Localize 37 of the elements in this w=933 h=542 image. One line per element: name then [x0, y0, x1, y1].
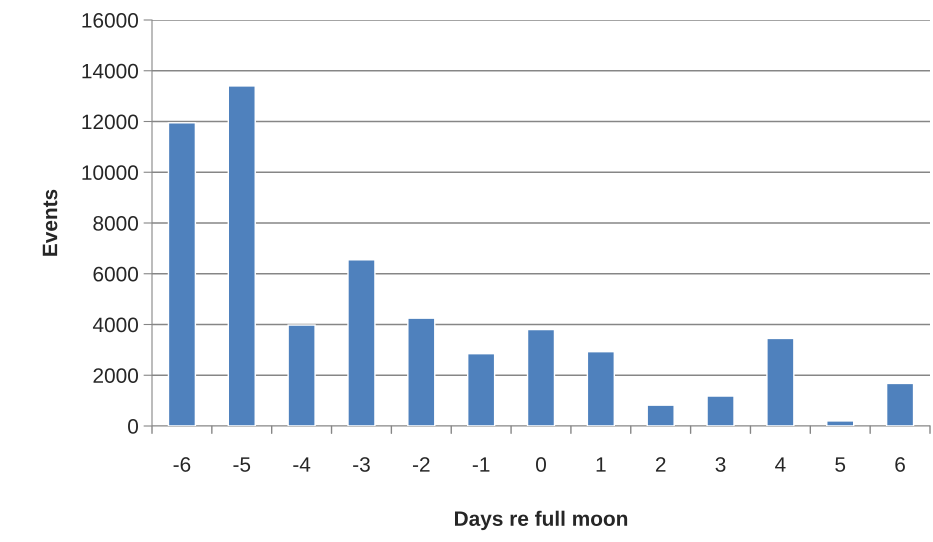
bar — [407, 317, 436, 426]
x-tick-label: 6 — [895, 457, 905, 472]
x-tick-label: 5 — [835, 457, 846, 472]
bar — [886, 382, 914, 426]
y-tick-label: 2000 — [94, 368, 138, 384]
y-tick-label: 10000 — [82, 165, 138, 180]
x-tick-label: 2 — [656, 457, 666, 472]
bar — [526, 328, 556, 426]
bar — [706, 395, 735, 426]
x-tick-label: -2 — [412, 457, 430, 472]
y-tick-label: 12000 — [82, 114, 138, 130]
x-tick-label: -3 — [353, 457, 370, 472]
bar — [646, 404, 675, 426]
x-tick-label: 1 — [596, 457, 606, 472]
bar — [466, 352, 496, 426]
x-axis-title: Days re full moon — [454, 510, 628, 530]
x-tick-label: -1 — [472, 457, 490, 472]
y-axis-title: Events — [42, 190, 58, 256]
x-tick-label: -4 — [293, 457, 310, 472]
y-tick-label: 8000 — [93, 216, 138, 231]
y-tick-label: 16000 — [82, 13, 138, 28]
bar — [168, 122, 196, 426]
x-tick-label: 3 — [716, 457, 726, 472]
x-tick-label: -5 — [233, 457, 250, 472]
x-tick-label: -6 — [174, 457, 190, 472]
bar — [287, 324, 316, 426]
y-tick-label: 0 — [128, 419, 138, 434]
bar — [586, 350, 616, 426]
y-tick-label: 4000 — [92, 318, 138, 332]
x-tick-label: 4 — [775, 457, 786, 472]
x-tick-label: 0 — [536, 457, 546, 472]
bar — [826, 420, 854, 426]
bar — [347, 259, 376, 426]
y-tick-label: 6000 — [94, 266, 138, 282]
bar — [228, 85, 256, 426]
y-tick-label: 14000 — [82, 64, 138, 79]
bar — [766, 338, 795, 426]
